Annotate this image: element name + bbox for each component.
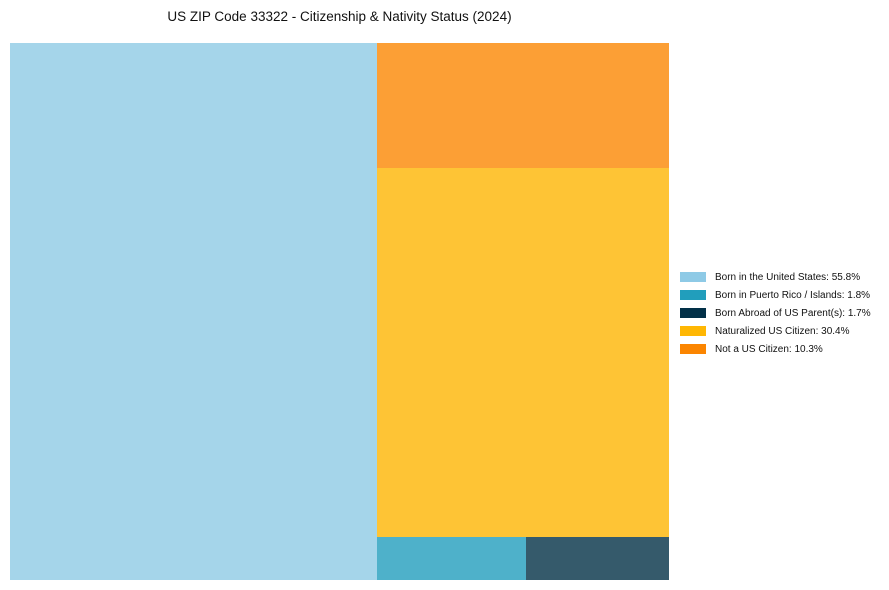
legend-item: Not a US Citizen: 10.3% — [680, 340, 871, 358]
tile-born-abroad — [526, 537, 669, 580]
legend-label: Not a US Citizen: 10.3% — [715, 343, 823, 355]
legend-label: Born in Puerto Rico / Islands: 1.8% — [715, 289, 871, 301]
tile-born-puerto-rico — [377, 537, 526, 580]
treemap-plot — [10, 43, 669, 580]
legend-label: Born Abroad of US Parent(s): 1.7% — [715, 307, 871, 319]
legend-label: Naturalized US Citizen: 30.4% — [715, 325, 850, 337]
tile-not-us-citizen — [377, 43, 669, 168]
legend-swatch — [680, 272, 706, 282]
tile-born-in-us — [10, 43, 377, 580]
legend-item: Born in the United States: 55.8% — [680, 268, 871, 286]
legend-swatch — [680, 308, 706, 318]
legend-swatch — [680, 290, 706, 300]
legend-label: Born in the United States: 55.8% — [715, 271, 861, 283]
legend-swatch — [680, 344, 706, 354]
legend-item: Born Abroad of US Parent(s): 1.7% — [680, 304, 871, 322]
legend-item: Born in Puerto Rico / Islands: 1.8% — [680, 286, 871, 304]
legend-item: Naturalized US Citizen: 30.4% — [680, 322, 871, 340]
chart-title: US ZIP Code 33322 - Citizenship & Nativi… — [167, 9, 512, 24]
legend: Born in the United States: 55.8% Born in… — [680, 268, 871, 358]
tile-naturalized — [377, 168, 669, 537]
legend-swatch — [680, 326, 706, 336]
